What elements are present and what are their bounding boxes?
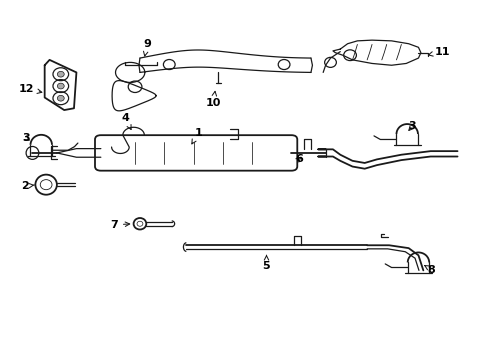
Text: 3: 3 bbox=[22, 133, 30, 143]
Text: 9: 9 bbox=[144, 40, 151, 56]
Text: 3: 3 bbox=[409, 121, 416, 131]
Text: 12: 12 bbox=[18, 84, 42, 94]
Ellipse shape bbox=[57, 83, 64, 89]
FancyBboxPatch shape bbox=[95, 135, 297, 171]
Text: 8: 8 bbox=[425, 265, 436, 275]
Text: 7: 7 bbox=[110, 220, 130, 230]
Text: 5: 5 bbox=[263, 255, 270, 271]
Ellipse shape bbox=[57, 71, 64, 77]
Text: 1: 1 bbox=[192, 128, 202, 144]
Text: 2: 2 bbox=[21, 181, 34, 191]
Ellipse shape bbox=[35, 175, 57, 195]
Text: 6: 6 bbox=[295, 154, 303, 164]
Text: 4: 4 bbox=[122, 113, 131, 130]
Ellipse shape bbox=[57, 95, 64, 101]
Text: 10: 10 bbox=[205, 91, 221, 108]
Text: 11: 11 bbox=[428, 46, 451, 57]
